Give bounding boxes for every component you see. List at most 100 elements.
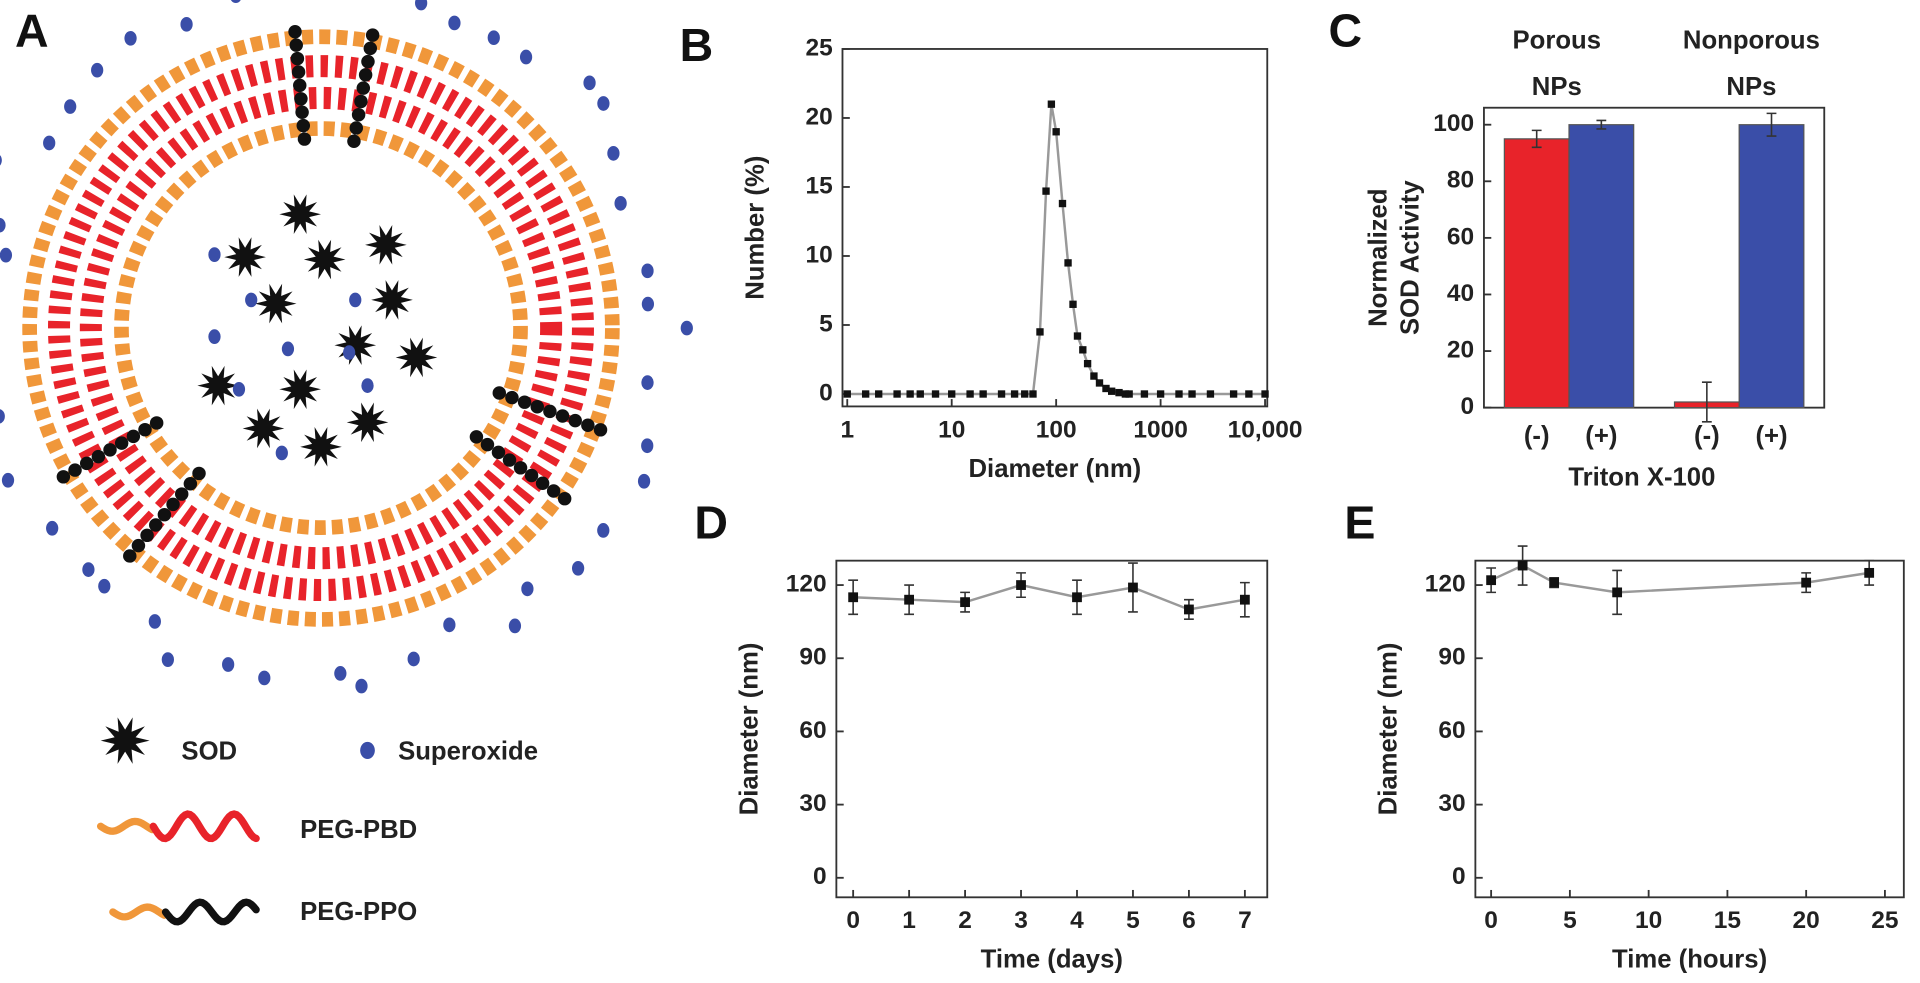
y-tick-label: 5 xyxy=(819,310,833,337)
pore-block xyxy=(356,81,371,95)
data-point xyxy=(1029,390,1037,398)
data-point xyxy=(1229,390,1238,398)
y-tick-label: 30 xyxy=(799,790,826,817)
superoxide xyxy=(607,146,620,161)
superoxide xyxy=(281,341,295,357)
superoxide xyxy=(343,345,356,360)
x-tick-label: (-) xyxy=(1524,422,1550,450)
data-point xyxy=(1095,379,1104,387)
superoxide xyxy=(597,523,610,538)
pore-block xyxy=(363,41,378,56)
polymer xyxy=(109,903,168,921)
pore-block xyxy=(149,416,164,430)
superoxide xyxy=(0,217,6,233)
sod xyxy=(300,427,342,467)
pore-block xyxy=(293,78,307,93)
x-tick-label: (+) xyxy=(1585,422,1617,450)
superoxide xyxy=(230,0,241,4)
superoxide xyxy=(82,562,95,577)
sod xyxy=(303,239,346,280)
data-point xyxy=(1064,259,1072,267)
pore-block xyxy=(361,54,375,69)
pore-block xyxy=(505,390,519,405)
pore-block xyxy=(123,549,137,563)
sod xyxy=(346,402,389,443)
pore-block xyxy=(524,468,539,483)
y-tick-label: 25 xyxy=(805,34,832,61)
polymer xyxy=(161,898,260,926)
data-line xyxy=(847,103,1266,396)
group-label: Porous xyxy=(1513,26,1602,54)
pore-block xyxy=(56,470,71,484)
data-point xyxy=(1073,332,1082,340)
error-bar xyxy=(1596,119,1607,130)
pore-block xyxy=(79,456,94,471)
superoxide xyxy=(360,741,375,759)
pore-block xyxy=(166,497,180,512)
data-point xyxy=(1245,390,1253,398)
superoxide xyxy=(519,49,533,65)
error-bar xyxy=(1766,112,1777,137)
data-point xyxy=(1036,328,1044,336)
panel-label: D xyxy=(694,497,728,549)
superoxide xyxy=(91,62,104,78)
panel-label: A xyxy=(15,5,49,57)
pore-block xyxy=(131,538,146,553)
legend-label: Superoxide xyxy=(398,738,538,766)
pore-block xyxy=(502,453,517,467)
superoxide xyxy=(208,247,221,262)
pore-block xyxy=(365,28,380,42)
superoxide xyxy=(1,472,15,488)
superoxide xyxy=(258,670,271,686)
error-bar xyxy=(1531,129,1542,149)
superoxide xyxy=(124,30,137,46)
x-tick-label: 0 xyxy=(1484,907,1498,934)
x-tick-label: 10 xyxy=(1635,907,1662,934)
pore-block xyxy=(68,463,82,477)
data-point xyxy=(904,594,915,605)
y-tick-label: 15 xyxy=(805,172,832,199)
data-point xyxy=(1090,372,1098,380)
x-tick-label: 100 xyxy=(1036,416,1077,443)
data-point xyxy=(1486,575,1497,586)
x-axis-label: Diameter (nm) xyxy=(969,455,1142,483)
y-tick-label: 100 xyxy=(1433,110,1474,137)
x-tick-label: 15 xyxy=(1714,907,1741,934)
data-point xyxy=(848,592,859,603)
x-axis-label: Time (days) xyxy=(981,946,1123,974)
bar xyxy=(1568,124,1635,409)
superoxide xyxy=(222,657,235,672)
data-point xyxy=(1140,390,1149,398)
group-label: NPs xyxy=(1532,73,1582,101)
bar xyxy=(1738,124,1805,409)
legend-label: PEG-PBD xyxy=(300,816,417,844)
panel-label: C xyxy=(1328,5,1362,57)
x-tick-label: 6 xyxy=(1182,907,1196,934)
data-point xyxy=(1517,560,1528,571)
data-point xyxy=(1042,187,1050,195)
sod xyxy=(279,369,321,410)
sod xyxy=(334,325,377,366)
y-tick-label: 60 xyxy=(799,717,826,744)
pore-block xyxy=(557,491,572,506)
x-axis-label: Triton X-100 xyxy=(1568,463,1715,491)
x-tick-label: 25 xyxy=(1871,907,1898,934)
data-point xyxy=(1206,390,1215,398)
pore-block xyxy=(157,507,172,522)
pore-block xyxy=(174,487,189,501)
data-point xyxy=(1058,199,1067,208)
bar xyxy=(1503,138,1570,409)
panel-label: E xyxy=(1344,497,1375,549)
y-axis-label: SOD Activity xyxy=(1396,180,1424,335)
superoxide xyxy=(583,75,596,91)
data-point xyxy=(1069,300,1077,308)
data-point xyxy=(1128,582,1138,593)
superoxide xyxy=(521,581,534,597)
pore-block xyxy=(543,404,557,419)
data-point xyxy=(979,390,987,398)
membrane-layer xyxy=(48,55,594,602)
data-point xyxy=(1021,390,1029,398)
y-axis-label: Number (%) xyxy=(742,156,770,300)
data-point xyxy=(1016,580,1026,590)
pore-block xyxy=(581,418,595,432)
